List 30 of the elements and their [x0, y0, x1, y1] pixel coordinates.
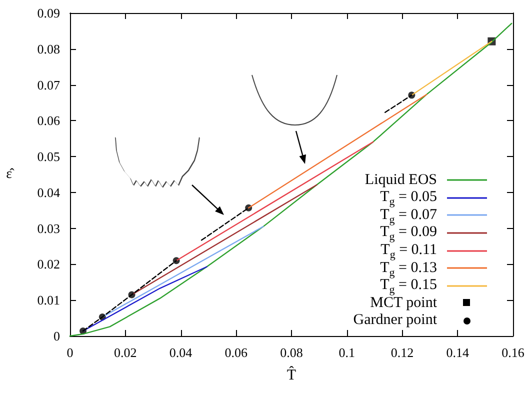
x-tick-label: 0.02	[114, 345, 137, 360]
legend-label: Gardner point	[353, 312, 437, 328]
legend-label: T$_{g}$ = 0.13	[380, 260, 437, 279]
y-tick-label: 0.06	[37, 113, 60, 128]
y-tick-label: 0.07	[37, 77, 60, 92]
x-tick-label: 0.04	[169, 345, 193, 360]
y-tick-label: 0.01	[37, 292, 60, 308]
legend-label: T$_{g}$ = 0.15	[380, 277, 437, 296]
y-tick-label: 0.03	[37, 220, 60, 236]
x-tick-label: 0.1	[338, 345, 355, 360]
y-tick-label: 0.02	[37, 256, 60, 272]
legend-label: Liquid EOS	[364, 172, 437, 188]
y-tick-label: 0	[54, 328, 60, 344]
y-axis-title: ε̂	[6, 167, 15, 182]
legend-label: T$_{g}$ = 0.07	[380, 206, 437, 226]
y-tick-label: 0.09	[37, 6, 60, 20]
x-axis-title: T̂	[286, 366, 296, 384]
x-tick-label: 0.16	[502, 345, 525, 360]
x-tick-label: 0.12	[390, 345, 414, 360]
legend-label: T$_{g}$ = 0.11	[380, 242, 437, 262]
x-tick-label: 0.06	[224, 345, 248, 360]
y-tick-label: 0.08	[37, 41, 60, 56]
x-tick-label: 0	[66, 345, 74, 360]
legend-label: T$_{g}$ = 0.09	[380, 224, 437, 244]
x-tick-label: 0.14	[446, 345, 470, 360]
legend-label: T$_{g}$ = 0.05	[380, 189, 437, 208]
y-tick-label: 0.04	[37, 184, 60, 200]
y-tick-label: 0.05	[37, 149, 60, 164]
legend-label: MCT point	[370, 294, 437, 311]
x-tick-label: 0.08	[280, 345, 303, 360]
